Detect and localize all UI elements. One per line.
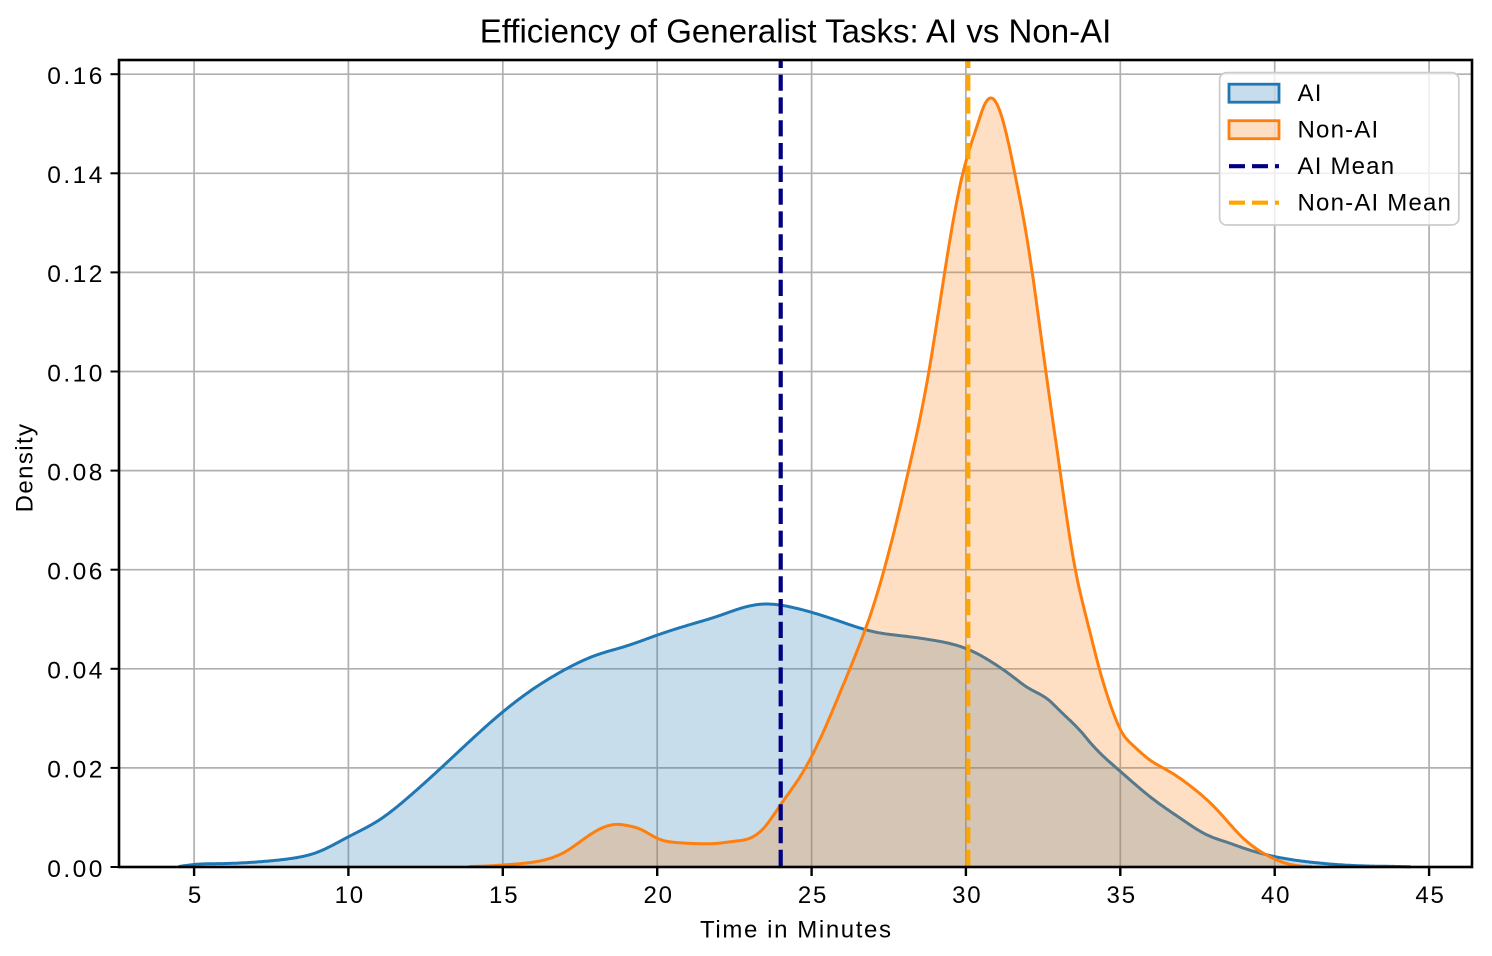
svg-text:0.04: 0.04 <box>47 658 105 685</box>
svg-text:0.08: 0.08 <box>47 459 105 486</box>
svg-text:0.10: 0.10 <box>47 360 105 387</box>
svg-text:0.16: 0.16 <box>47 63 105 90</box>
svg-text:30: 30 <box>952 882 982 909</box>
svg-text:0.12: 0.12 <box>47 261 105 288</box>
svg-text:25: 25 <box>798 882 828 909</box>
svg-text:5: 5 <box>188 882 203 909</box>
svg-text:20: 20 <box>643 882 673 909</box>
svg-text:Non-AI: Non-AI <box>1298 117 1380 144</box>
svg-text:AI Mean: AI Mean <box>1298 153 1396 180</box>
svg-text:Efficiency of Generalist Tasks: Efficiency of Generalist Tasks: AI vs No… <box>480 13 1112 50</box>
svg-text:0.02: 0.02 <box>47 757 105 784</box>
svg-text:0.06: 0.06 <box>47 559 105 586</box>
svg-text:0.00: 0.00 <box>47 856 105 883</box>
svg-text:AI: AI <box>1298 80 1323 107</box>
svg-text:Non-AI Mean: Non-AI Mean <box>1298 190 1453 217</box>
svg-text:Time in Minutes: Time in Minutes <box>700 917 893 944</box>
svg-text:Density: Density <box>11 423 38 513</box>
svg-text:10: 10 <box>335 882 365 909</box>
svg-text:35: 35 <box>1107 882 1137 909</box>
svg-text:0.14: 0.14 <box>47 162 105 189</box>
svg-text:15: 15 <box>489 882 519 909</box>
svg-text:45: 45 <box>1415 882 1445 909</box>
svg-text:40: 40 <box>1261 882 1291 909</box>
